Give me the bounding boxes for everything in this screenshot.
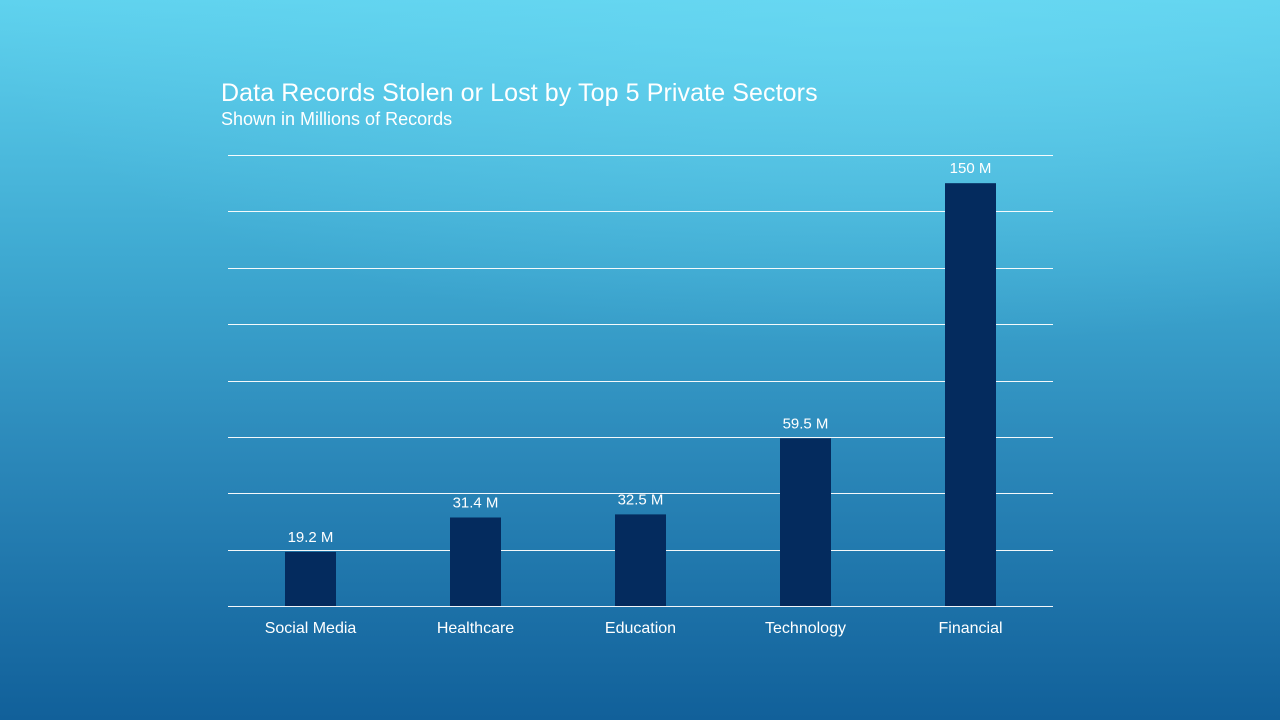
bar-education <box>615 514 666 606</box>
data-label: 19.2 M <box>288 529 334 546</box>
category-labels: Social Media Healthcare Education Technolog… <box>265 620 1003 637</box>
category-label: Education <box>605 620 676 637</box>
category-label: Healthcare <box>437 620 514 637</box>
category-label: Social Media <box>265 620 357 637</box>
chart-title: Data Records Stolen or Lost by Top 5 Pri… <box>221 79 818 107</box>
gridlines <box>228 155 1053 607</box>
bar-social-media <box>285 551 336 606</box>
category-label: Financial <box>938 620 1002 637</box>
data-labels: 19.2 M 31.4 M 32.5 M 59.5 M 150 M <box>288 160 992 546</box>
data-label: 150 M <box>950 160 992 177</box>
bar-technology <box>780 438 831 606</box>
data-label: 31.4 M <box>453 494 499 511</box>
bar-financial <box>945 183 996 606</box>
category-label: Technology <box>765 620 846 637</box>
data-label: 32.5 M <box>618 491 664 508</box>
data-label: 59.5 M <box>783 415 829 432</box>
bar-healthcare <box>450 517 501 606</box>
chart-subtitle: Shown in Millions of Records <box>221 109 453 129</box>
bars <box>285 183 996 606</box>
